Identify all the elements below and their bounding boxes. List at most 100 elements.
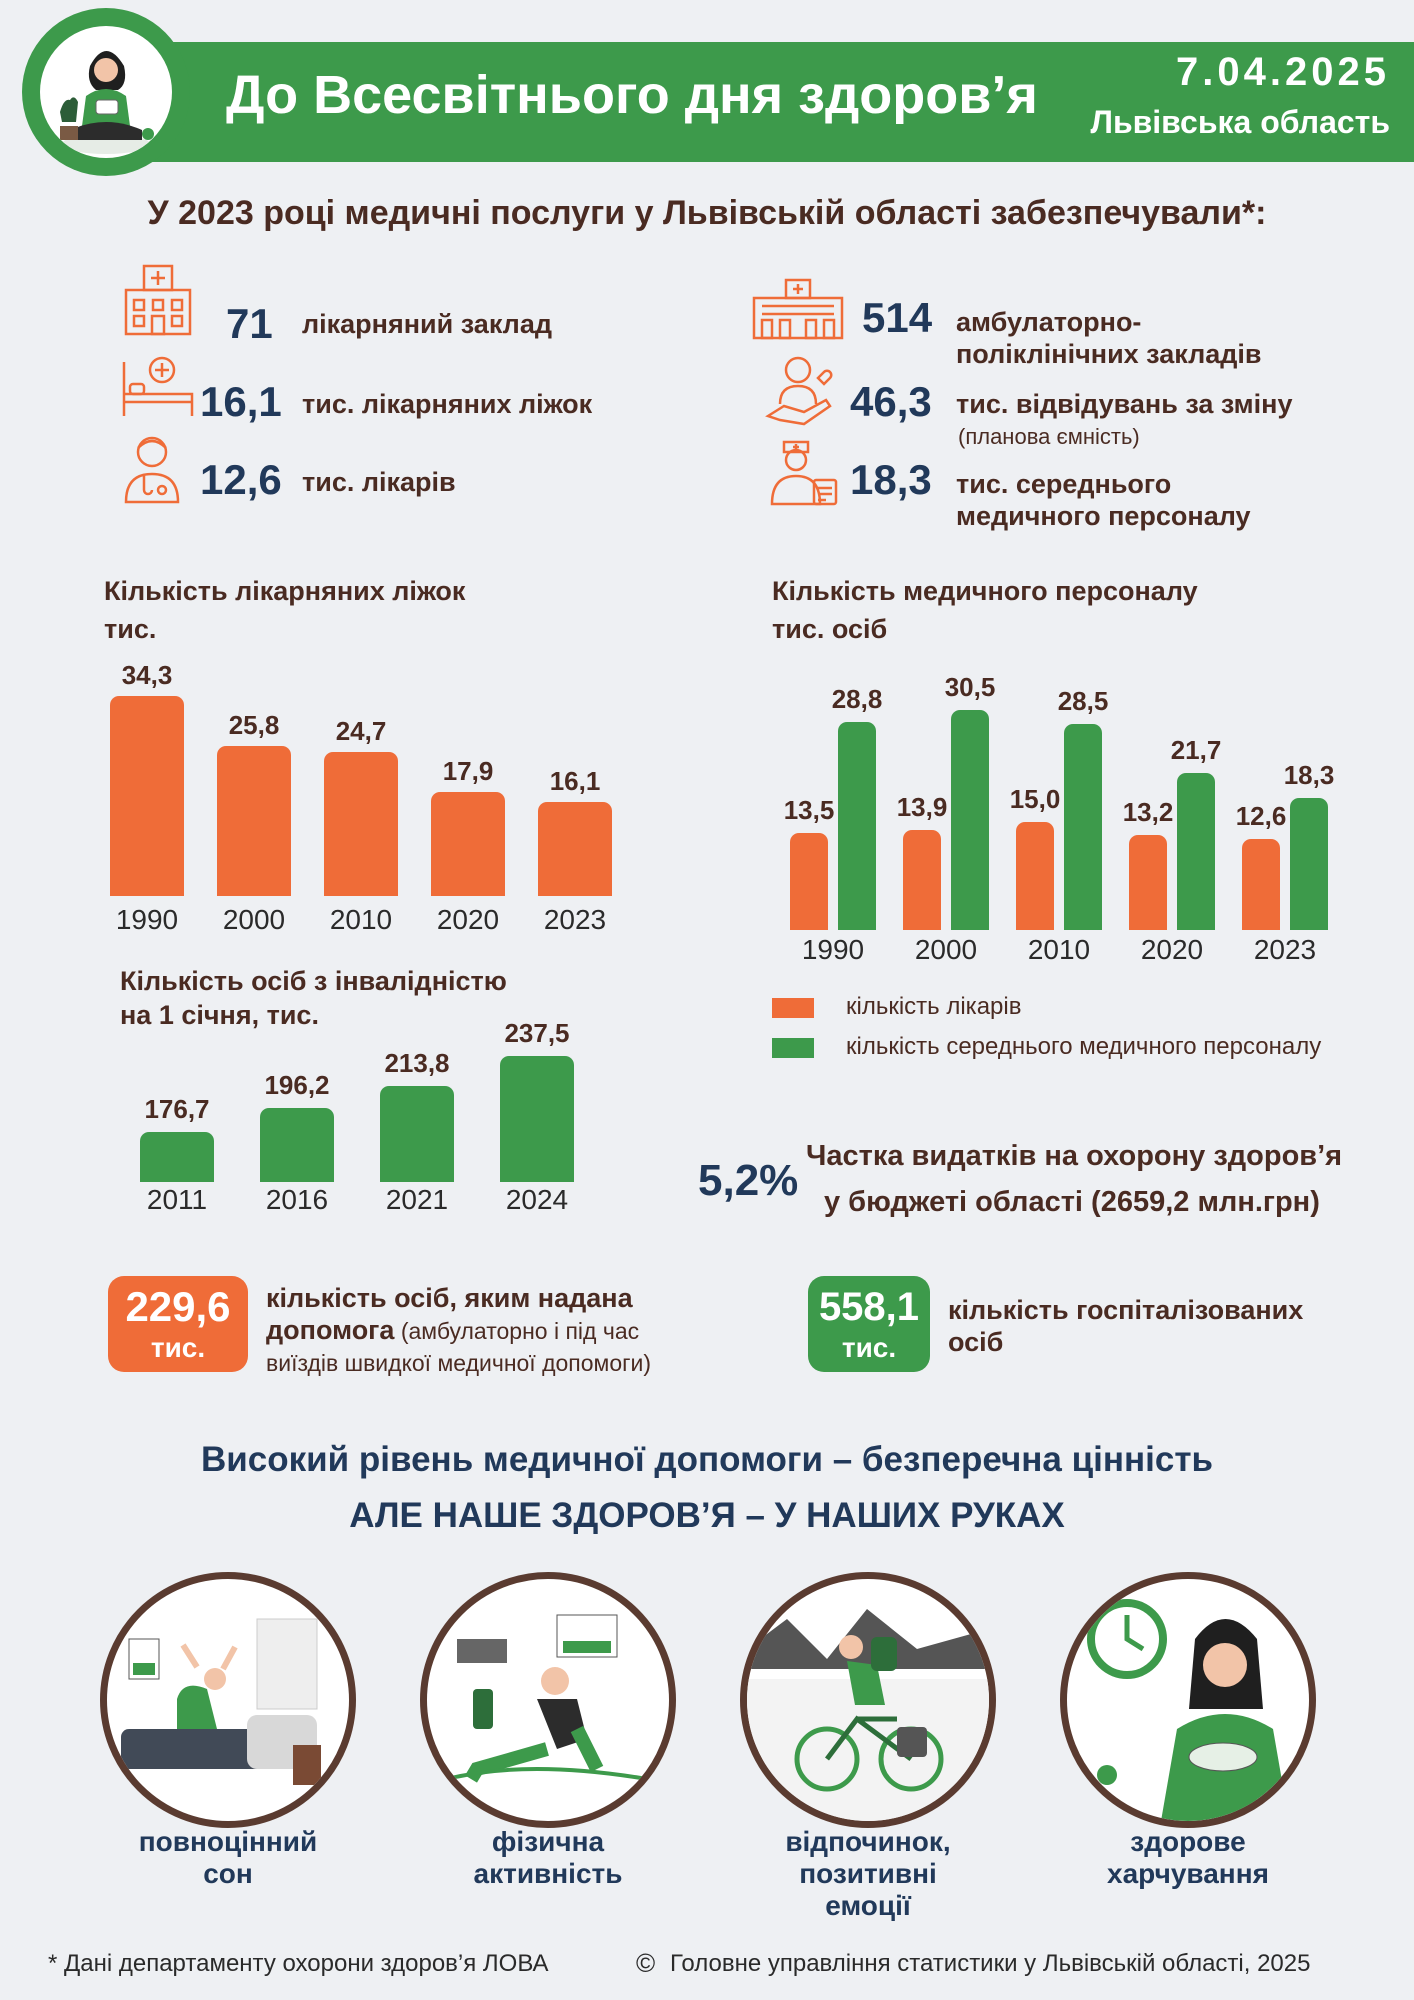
habit-food-line-2: харчування xyxy=(1107,1858,1269,1889)
stat-nurses-label-2: медичного персоналу xyxy=(956,501,1251,531)
patient-care-icon xyxy=(764,354,836,435)
beds-bar xyxy=(324,751,398,896)
disability-year-tick: 2011 xyxy=(146,1184,208,1215)
cycling-illustration-icon xyxy=(740,1572,996,1828)
habit-sleep-line-2: сон xyxy=(203,1858,253,1889)
staff-chart-title: Кількість медичного персоналу xyxy=(772,576,1198,606)
doctors-bar xyxy=(903,829,941,930)
staff-year-tick: 2010 xyxy=(1027,934,1091,965)
stat-doctors-value: 12,6 xyxy=(200,456,282,503)
slogan-line-1: Високий рівень медичної допомоги – безпе… xyxy=(201,1440,1213,1479)
stat-visits-note: (планова ємність) xyxy=(958,424,1140,449)
assisted-persons-desc: кількість осіб, яким надана допомога (ам… xyxy=(266,1282,651,1379)
beds-year-tick: 2020 xyxy=(436,904,500,935)
habit-activity-line-2: активність xyxy=(473,1858,623,1889)
beds-bar xyxy=(217,745,291,896)
habit-activity-caption: фізична активність xyxy=(418,1826,678,1890)
staff-year-tick: 1990 xyxy=(801,934,865,965)
hospital-building-icon xyxy=(122,260,194,343)
doctors-value-label: 12,6 xyxy=(1235,801,1287,832)
disability-year-tick: 2021 xyxy=(385,1184,449,1215)
copyright-icon: © xyxy=(636,1948,656,1978)
budget-share-value: 5,2% xyxy=(698,1156,799,1205)
stat-beds-label: тис. лікарняних ліжок xyxy=(302,389,593,419)
stat-clinics-label-2: поліклінічних закладів xyxy=(956,339,1262,369)
stat-clinics-label-1: амбулаторно- xyxy=(956,307,1142,337)
nurses-value-label: 30,5 xyxy=(944,672,996,702)
nurses-value-label: 21,7 xyxy=(1170,735,1222,766)
legend-doctors-label: кількість лікарів xyxy=(846,993,1022,1020)
beds-year-tick: 2023 xyxy=(543,904,607,935)
beds-value-label: 24,7 xyxy=(335,715,387,746)
hospitalized-unit: тис. xyxy=(841,1332,897,1363)
assisted-persons-unit: тис. xyxy=(150,1332,206,1363)
habit-rest-line-1: відпочинок, xyxy=(785,1826,951,1857)
stat-clinics-value: 514 xyxy=(862,294,933,341)
stat-doctors-label: тис. лікарів xyxy=(302,467,456,497)
habit-sleep-caption: повноцінний сон xyxy=(98,1826,358,1890)
disability-bar xyxy=(380,1085,454,1182)
assisted-persons-badge: 229,6 тис. xyxy=(108,1276,248,1372)
disability-value-label: 237,5 xyxy=(504,1018,570,1048)
beds-value-label: 25,8 xyxy=(228,709,280,740)
disability-year-tick: 2024 xyxy=(505,1184,569,1215)
stat-nurses-label-1: тис. середнього xyxy=(956,469,1172,499)
doctors-value-label: 15,0 xyxy=(1009,783,1061,814)
beds-year-tick: 2010 xyxy=(329,904,393,935)
disability-bar xyxy=(140,1132,214,1182)
nurses-value-label: 18,3 xyxy=(1283,760,1335,790)
beds-chart-unit: тис. xyxy=(104,614,157,644)
assisted-desc-note-1: (амбулаторно і під час xyxy=(394,1318,640,1344)
beds-year-tick: 1990 xyxy=(115,904,179,935)
doctors-value-label: 13,2 xyxy=(1122,796,1174,827)
disability-bar xyxy=(500,1056,574,1182)
habit-food-line-1: здорове xyxy=(1130,1826,1246,1857)
nurses-bar xyxy=(951,710,989,930)
header-region: Львівська область xyxy=(1090,104,1390,140)
habit-rest-line-2: позитивні xyxy=(799,1858,937,1889)
assisted-persons-value: 229,6 xyxy=(125,1283,231,1330)
nurses-value-label: 28,5 xyxy=(1057,686,1109,717)
footer-copyright: Головне управління статистики у Львівськ… xyxy=(670,1950,1311,1977)
disability-value-label: 213,8 xyxy=(384,1047,450,1078)
stat-hospitals-value: 71 xyxy=(226,300,273,347)
habit-activity-line-1: фізична xyxy=(491,1826,605,1857)
reading-woman-illustration-icon xyxy=(40,26,172,158)
beds-bar xyxy=(538,802,612,896)
disability-year-tick: 2016 xyxy=(265,1184,329,1215)
stat-beds-value: 16,1 xyxy=(200,378,282,425)
beds-bar xyxy=(431,791,505,896)
budget-share-line-1: Частка видатків на охорону здоров’я xyxy=(806,1140,1343,1172)
disability-value-label: 196,2 xyxy=(264,1069,330,1100)
page-title: До Всесвітнього дня здоров’я xyxy=(226,65,1038,125)
legend-nurses-label: кількість середнього медичного персоналу xyxy=(846,1033,1322,1060)
header-banner xyxy=(130,42,1414,162)
hospitalized-desc-2: осіб xyxy=(948,1327,1004,1357)
doctors-bar xyxy=(1129,834,1167,930)
exercise-illustration-icon xyxy=(420,1572,676,1828)
disability-bar xyxy=(260,1107,334,1182)
hospital-bed-icon xyxy=(120,352,196,427)
nurses-value-label: 28,8 xyxy=(831,684,883,715)
beds-value-label: 34,3 xyxy=(121,660,173,690)
budget-share-line-2: у бюджеті області (2659,2 млн.грн) xyxy=(824,1186,1320,1218)
hospitalized-badge: 558,1 тис. xyxy=(808,1276,930,1372)
stat-hospitals-label: лікарняний заклад xyxy=(302,309,552,339)
staff-year-tick: 2023 xyxy=(1253,934,1317,965)
stat-visits-value: 46,3 xyxy=(850,378,932,425)
beds-value-label: 17,9 xyxy=(442,755,494,786)
staff-year-tick: 2000 xyxy=(914,934,978,965)
legend-nurses-swatch xyxy=(772,1038,814,1058)
hospitalized-value: 558,1 xyxy=(818,1285,920,1329)
slogan-line-2: АЛЕ НАШЕ ЗДОРОВ’Я – У НАШИХ РУКАХ xyxy=(349,1496,1065,1535)
assisted-desc-line-2: допомога xyxy=(266,1315,395,1345)
nurses-bar xyxy=(1064,724,1102,930)
disability-bar-chart: 176,7 2011 196,2 2016 213,8 2021 237,5 2024 xyxy=(120,1010,600,1220)
doctors-bar xyxy=(1016,821,1054,930)
nurses-bar xyxy=(1177,773,1215,930)
doctors-bar xyxy=(1242,839,1280,930)
staff-year-tick: 2020 xyxy=(1140,934,1204,965)
beds-chart-title: Кількість лікарняних ліжок xyxy=(104,576,466,606)
habit-rest-caption: відпочинок, позитивні емоції xyxy=(738,1826,998,1922)
nurse-icon xyxy=(768,434,840,511)
